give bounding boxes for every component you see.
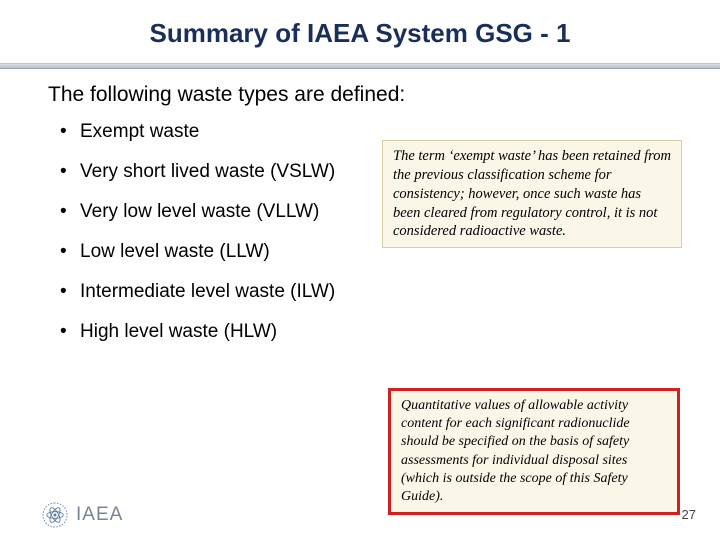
bullet-item: High level waste (HLW) (60, 321, 720, 343)
intro-text: The following waste types are defined: (48, 83, 720, 107)
atom-icon (40, 500, 70, 530)
footer: IAEA 27 (0, 496, 720, 532)
callout-note: The term ‘exempt waste’ has been retaine… (382, 140, 682, 248)
iaea-logo: IAEA (40, 500, 123, 530)
bullet-item: Intermediate level waste (ILW) (60, 281, 720, 303)
page-number: 27 (682, 507, 696, 522)
divider-band (0, 63, 720, 69)
slide: Summary of IAEA System GSG - 1 The follo… (0, 0, 720, 540)
logo-text: IAEA (76, 504, 123, 526)
slide-title: Summary of IAEA System GSG - 1 (0, 18, 720, 49)
